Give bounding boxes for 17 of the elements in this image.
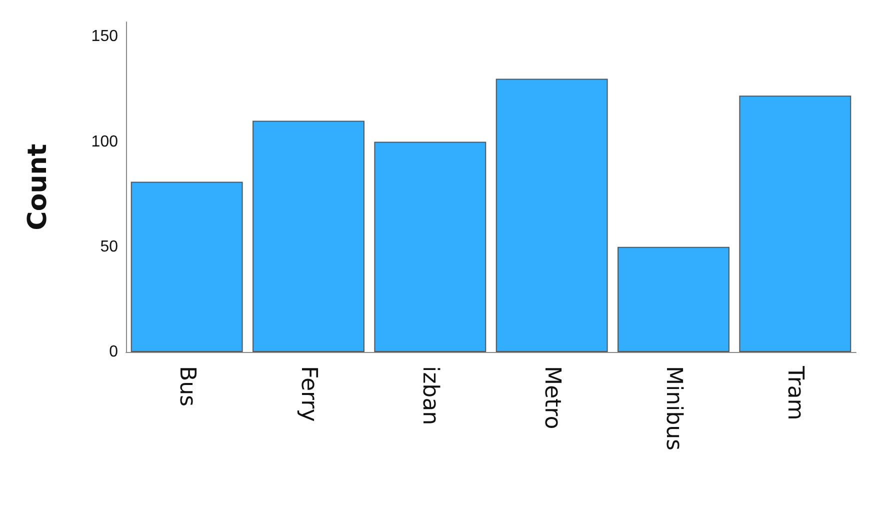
y-tick-label: 150 bbox=[91, 28, 118, 46]
x-tick-label: Minibus bbox=[661, 366, 686, 451]
bar bbox=[374, 142, 486, 352]
bar bbox=[130, 182, 243, 352]
bar bbox=[496, 78, 608, 352]
y-tick-label: 50 bbox=[100, 238, 118, 256]
bar bbox=[739, 96, 852, 352]
y-tick-label: 100 bbox=[91, 133, 118, 150]
y-axis-title: Count bbox=[23, 144, 53, 230]
bar bbox=[618, 246, 730, 352]
x-tick-label: Tram bbox=[782, 365, 808, 420]
x-tick-label: Metro bbox=[539, 366, 564, 430]
y-tick-label: 0 bbox=[109, 344, 118, 360]
x-tick-label: Bus bbox=[174, 366, 200, 406]
x-tick-label: Ferry bbox=[296, 366, 321, 422]
x-tick-label: izban bbox=[418, 366, 443, 426]
bar bbox=[252, 120, 364, 352]
